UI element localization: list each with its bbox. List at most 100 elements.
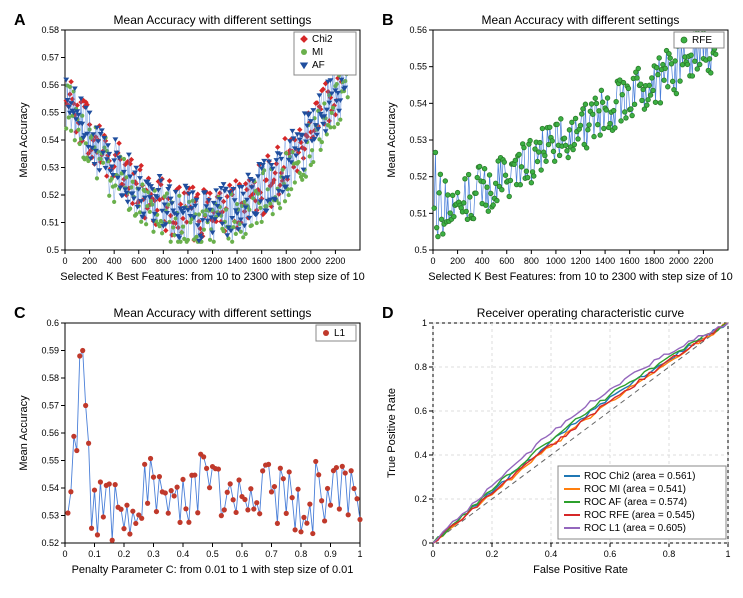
svg-text:Selected K Best Features: from: Selected K Best Features: from 10 to 230… (60, 271, 365, 283)
svg-text:Chi2: Chi2 (312, 34, 333, 45)
svg-text:200: 200 (82, 256, 97, 266)
svg-text:0.8: 0.8 (414, 362, 427, 372)
svg-text:0.6: 0.6 (604, 549, 617, 559)
svg-text:1200: 1200 (202, 256, 222, 266)
svg-text:Mean Accuracy: Mean Accuracy (18, 395, 30, 471)
svg-text:AF: AF (312, 60, 325, 71)
panel-d: D Receiver operating characteristic curv… (378, 303, 738, 588)
svg-text:0: 0 (430, 256, 435, 266)
svg-text:600: 600 (131, 256, 146, 266)
svg-text:0.8: 0.8 (663, 549, 676, 559)
svg-text:800: 800 (156, 256, 171, 266)
panel-b: B Mean Accuracy with different settings S… (378, 10, 738, 295)
svg-text:0.5: 0.5 (206, 549, 219, 559)
panel-c-label: C (14, 305, 26, 323)
svg-text:0.53: 0.53 (41, 163, 59, 173)
svg-text:0.4: 0.4 (545, 549, 558, 559)
svg-text:0.55: 0.55 (409, 62, 427, 72)
svg-text:1400: 1400 (227, 256, 247, 266)
svg-text:0.55: 0.55 (41, 108, 59, 118)
svg-text:0: 0 (62, 549, 67, 559)
svg-text:Mean Accuracy with different s: Mean Accuracy with different settings (114, 13, 312, 27)
svg-text:0.7: 0.7 (265, 549, 278, 559)
svg-text:2000: 2000 (669, 256, 689, 266)
svg-text:Receiver operating characteris: Receiver operating characteristic curve (477, 306, 685, 320)
svg-text:0.54: 0.54 (41, 483, 59, 493)
svg-text:0.57: 0.57 (41, 53, 59, 63)
svg-text:ROC MI (area = 0.541): ROC MI (area = 0.541) (584, 484, 686, 495)
svg-text:0.52: 0.52 (409, 172, 427, 182)
svg-text:1000: 1000 (178, 256, 198, 266)
panel-a: A Mean Accuracy with different settings S… (10, 10, 370, 295)
svg-text:600: 600 (499, 256, 514, 266)
svg-text:2000: 2000 (301, 256, 321, 266)
svg-text:0.53: 0.53 (409, 135, 427, 145)
svg-text:1600: 1600 (252, 256, 272, 266)
svg-text:Penalty Parameter C: from 0.01: Penalty Parameter C: from 0.01 to 1 with… (72, 564, 354, 576)
svg-text:0.51: 0.51 (41, 218, 59, 228)
svg-text:Selected K Best Features: from: Selected K Best Features: from 10 to 230… (428, 271, 733, 283)
svg-text:0.6: 0.6 (414, 406, 427, 416)
svg-text:400: 400 (475, 256, 490, 266)
svg-text:800: 800 (524, 256, 539, 266)
svg-text:0.58: 0.58 (41, 25, 59, 35)
chart-a: Mean Accuracy with different settings Sel… (10, 10, 370, 295)
svg-text:0.53: 0.53 (41, 511, 59, 521)
panel-d-label: D (382, 305, 394, 323)
svg-text:0.5: 0.5 (414, 245, 427, 255)
svg-text:0.2: 0.2 (486, 549, 499, 559)
panel-b-label: B (382, 12, 394, 30)
svg-text:0.2: 0.2 (118, 549, 131, 559)
svg-text:0.9: 0.9 (324, 549, 337, 559)
svg-text:1: 1 (725, 549, 730, 559)
svg-text:0.51: 0.51 (409, 208, 427, 218)
svg-text:MI: MI (312, 47, 323, 58)
svg-text:1000: 1000 (546, 256, 566, 266)
svg-text:400: 400 (107, 256, 122, 266)
svg-text:0.58: 0.58 (41, 373, 59, 383)
svg-text:1800: 1800 (276, 256, 296, 266)
svg-text:0.5: 0.5 (46, 245, 59, 255)
svg-text:0.56: 0.56 (41, 428, 59, 438)
svg-text:ROC Chi2 (area = 0.561): ROC Chi2 (area = 0.561) (584, 471, 695, 482)
figure-grid: A Mean Accuracy with different settings S… (10, 10, 733, 588)
svg-text:0.3: 0.3 (147, 549, 160, 559)
svg-text:0.8: 0.8 (295, 549, 308, 559)
svg-text:ROC L1 (area = 0.605): ROC L1 (area = 0.605) (584, 523, 686, 534)
svg-text:Mean Accuracy with different s: Mean Accuracy with different settings (482, 13, 680, 27)
svg-text:0.57: 0.57 (41, 401, 59, 411)
svg-text:Mean Accuracy: Mean Accuracy (386, 102, 398, 178)
chart-d: Receiver operating characteristic curve F… (378, 303, 738, 588)
svg-text:1200: 1200 (570, 256, 590, 266)
svg-text:Mean Accuracy: Mean Accuracy (18, 102, 30, 178)
svg-text:0.4: 0.4 (414, 450, 427, 460)
svg-text:True Positive Rate: True Positive Rate (386, 388, 398, 478)
svg-text:0: 0 (62, 256, 67, 266)
svg-text:0.55: 0.55 (41, 456, 59, 466)
svg-text:L1: L1 (334, 328, 346, 339)
svg-text:0.54: 0.54 (41, 135, 59, 145)
panel-a-label: A (14, 12, 26, 30)
svg-text:0.52: 0.52 (41, 190, 59, 200)
svg-text:0.6: 0.6 (236, 549, 249, 559)
svg-text:1400: 1400 (595, 256, 615, 266)
svg-text:1800: 1800 (644, 256, 664, 266)
chart-c: Mean Accuracy with different settings Pen… (10, 303, 370, 588)
svg-text:1: 1 (357, 549, 362, 559)
svg-text:0.2: 0.2 (414, 494, 427, 504)
svg-text:RFE: RFE (692, 35, 712, 46)
svg-text:1: 1 (422, 318, 427, 328)
svg-text:False Positive Rate: False Positive Rate (533, 564, 628, 576)
svg-text:2200: 2200 (325, 256, 345, 266)
panel-c: C Mean Accuracy with different settings P… (10, 303, 370, 588)
svg-text:1600: 1600 (620, 256, 640, 266)
svg-text:0: 0 (430, 549, 435, 559)
svg-text:200: 200 (450, 256, 465, 266)
svg-text:0: 0 (422, 538, 427, 548)
svg-text:0.6: 0.6 (46, 318, 59, 328)
svg-text:ROC RFE (area = 0.545): ROC RFE (area = 0.545) (584, 510, 695, 521)
svg-text:Mean Accuracy with different s: Mean Accuracy with different settings (114, 306, 312, 320)
svg-text:0.1: 0.1 (88, 549, 101, 559)
svg-text:0.52: 0.52 (41, 538, 59, 548)
svg-text:2200: 2200 (693, 256, 713, 266)
